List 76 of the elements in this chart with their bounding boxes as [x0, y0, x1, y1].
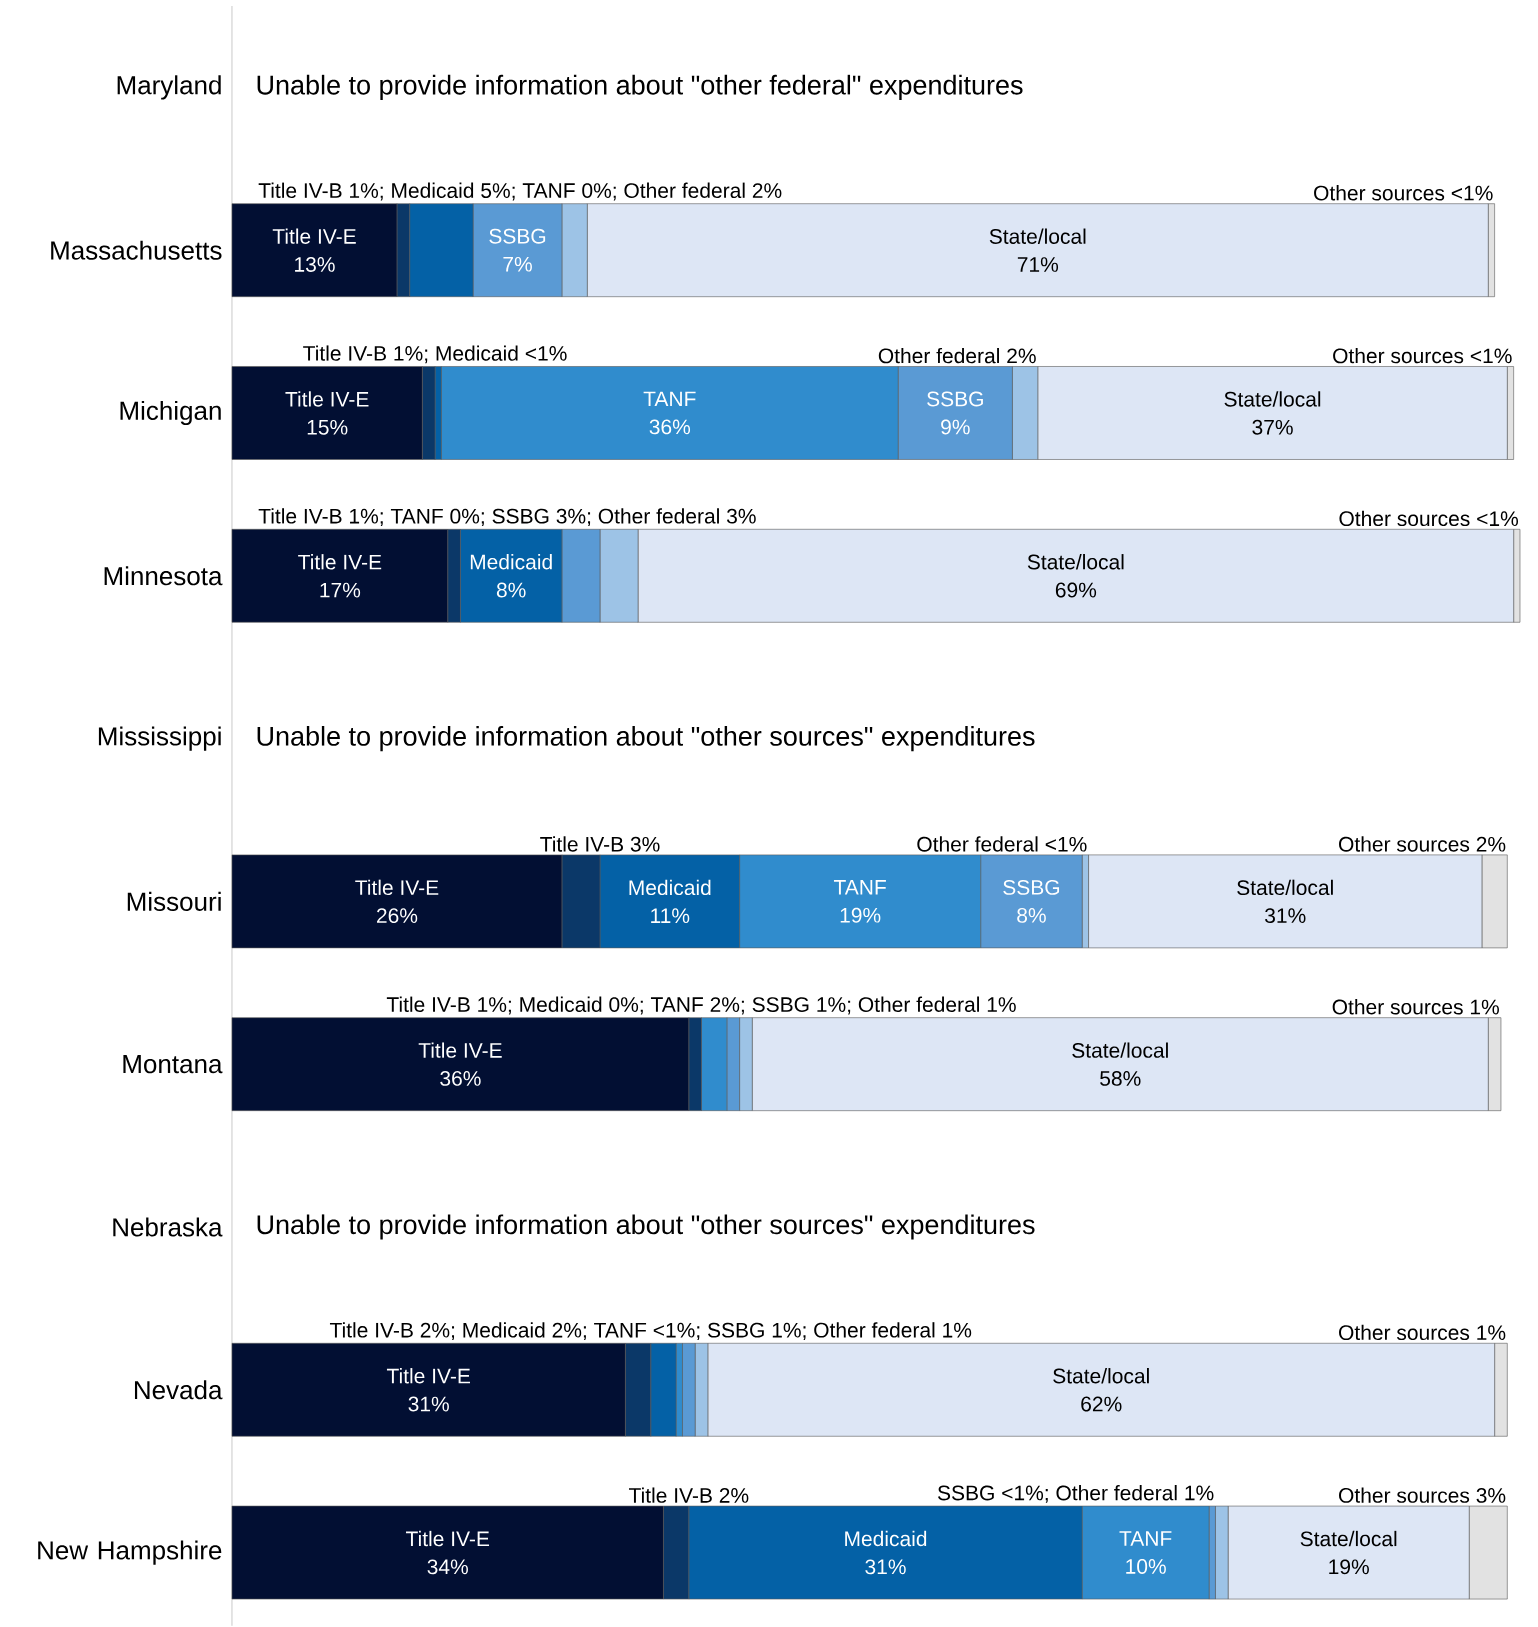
y-tick-label: Nebraska	[113, 1217, 223, 1237]
series-label: TANF	[643, 391, 696, 407]
text: State/local	[1072, 1042, 1168, 1058]
annotation: Other sources 1%	[1339, 1324, 1506, 1341]
data-label: 19%	[1329, 1559, 1369, 1575]
data-label: 26%	[377, 908, 418, 924]
data-label: 31%	[1265, 908, 1306, 924]
text: Title IV-E	[355, 879, 439, 896]
text: Title IV-E	[298, 554, 382, 570]
data-label: 36%	[440, 1071, 481, 1086]
data-label: 71%	[1017, 257, 1059, 272]
y-tick-label: New Hampshire	[38, 1540, 222, 1565]
y-tick-label: Missouri	[127, 891, 221, 911]
y-tick-label: Mississippi	[98, 726, 221, 751]
annotation: Other federal 2%	[878, 347, 1036, 364]
annotation: Title IV-B 3%	[540, 836, 660, 852]
data-label: 13%	[295, 257, 335, 272]
y-tick-label: Minnesota	[104, 566, 223, 586]
text: State/local	[1027, 554, 1124, 570]
annotation: Unable to provide information about "other sources" expenditures	[257, 726, 1035, 752]
data-label: 69%	[1055, 582, 1097, 598]
y-tick-label: Michigan	[120, 400, 221, 426]
text: Title IV-E	[418, 1042, 502, 1058]
data-label: 34%	[427, 1559, 468, 1575]
annotation: Other sources <1%	[1339, 510, 1519, 527]
annotation: Other sources 3%	[1339, 1487, 1506, 1503]
data-label: 17%	[320, 582, 361, 598]
annotation: Unable to provide information about "other sources" expenditures	[257, 1214, 1035, 1240]
data-label: 31%	[408, 1396, 449, 1412]
y-tick-label: Nevada	[134, 1380, 223, 1400]
series-label: Title IV-E	[285, 391, 369, 407]
annotation: Other sources 2%	[1339, 836, 1506, 852]
data-label: 8%	[496, 582, 526, 598]
text: Title IV-E	[272, 228, 356, 244]
text: State/local	[1300, 1530, 1397, 1547]
text: State/local	[1053, 1368, 1149, 1384]
annotation: Title IV-B 1%; Medicaid <1%	[303, 345, 567, 364]
data-label: 7%	[503, 256, 532, 272]
annotation: Unable to provide information about "other federal" expenditures	[257, 74, 1023, 100]
text: State/local	[989, 228, 1086, 244]
y-tick-label: Montana	[123, 1055, 223, 1074]
text: State/local	[1237, 879, 1333, 896]
annotation: Title IV-B 1%; TANF 0%; SSBG 3%; Other federal 3%	[258, 508, 756, 527]
annotation: Other sources <1%	[1333, 347, 1512, 364]
series-label: Medicaid	[470, 554, 552, 570]
data-label: 36%	[649, 419, 691, 435]
series-label: SSBG	[489, 228, 546, 244]
data-label: 31%	[865, 1559, 906, 1575]
annotation: Other sources <1%	[1314, 185, 1493, 201]
text: Title IV-E	[405, 1530, 490, 1547]
annotation: Other federal <1%	[917, 836, 1087, 852]
series-label: State/local	[1224, 391, 1321, 407]
data-label: 9%	[941, 419, 970, 435]
text: SSBG	[1003, 879, 1060, 895]
data-label: 37%	[1252, 419, 1293, 435]
data-label: 15%	[307, 419, 348, 435]
data-label: 62%	[1081, 1396, 1122, 1412]
annotation: Title IV-B 1%; Medicaid 0%; TANF 2%; SSBG 1%; Other federal 1%	[386, 996, 1016, 1015]
annotation: Title IV-B 2%	[628, 1487, 749, 1503]
data-label: 10%	[1126, 1559, 1166, 1574]
annotation: SSBG <1%; Other federal 1%	[937, 1484, 1214, 1503]
text: TANF	[833, 880, 886, 895]
annotation: Title IV-B 2%; Medicaid 2%; TANF <1%; SSBG 1%; Other federal 1%	[329, 1322, 972, 1341]
y-tick-label: Maryland	[117, 75, 221, 100]
data-label: 11%	[651, 908, 690, 924]
text: TANF	[1119, 1531, 1172, 1546]
data-label: 58%	[1100, 1071, 1141, 1086]
annotation: Other sources 1%	[1332, 999, 1499, 1015]
annotation: Title IV-B 1%; Medicaid 5%; TANF 0%; Other federal 2%	[258, 182, 782, 201]
text: Title IV-E	[386, 1368, 471, 1384]
data-label: 19%	[840, 907, 881, 923]
text: Medicaid	[845, 1530, 927, 1547]
text: Medicaid	[629, 879, 711, 896]
text: SSBG	[927, 391, 983, 407]
data-label: 8%	[1017, 907, 1046, 923]
y-tick-label: Massachusetts	[51, 240, 222, 260]
